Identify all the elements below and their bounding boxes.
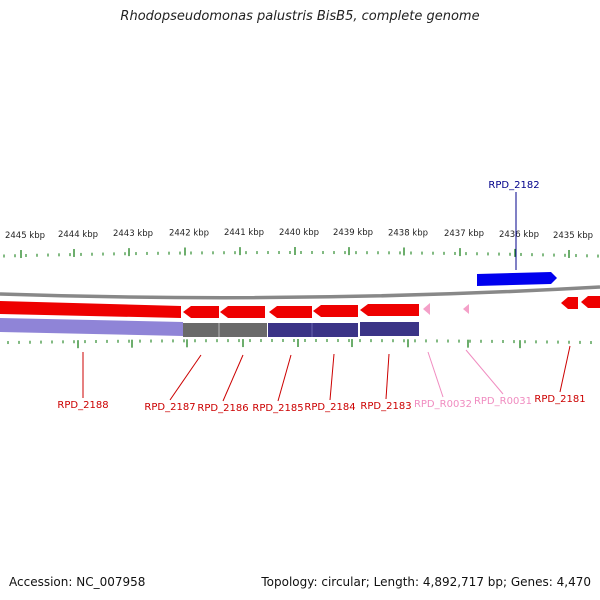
gene-leader-line <box>277 354 292 402</box>
scale-label: 2438 kbp <box>388 228 428 238</box>
gene-label: RPD_2184 <box>304 402 355 413</box>
gene-rpd-2182 <box>477 272 557 286</box>
gene-label: RPD_2187 <box>144 402 195 413</box>
cds-band <box>0 318 183 336</box>
genome-backbone <box>0 285 600 300</box>
scale-label: 2440 kbp <box>279 228 319 238</box>
cds-band <box>183 323 267 337</box>
gene-leader-line <box>427 351 444 398</box>
gene-leader-line <box>222 354 244 402</box>
scale-label: 2436 kbp <box>499 230 539 240</box>
gene-rpd-2188 <box>0 301 181 318</box>
gene-rpd-2181-next <box>581 296 600 308</box>
cds-band <box>360 322 419 336</box>
scale-label: 2445 kbp <box>5 231 45 241</box>
gene-leader-line <box>385 353 390 400</box>
gene-leader-line <box>329 353 335 401</box>
gene-label: RPD_2182 <box>488 180 539 191</box>
gene-rpd-2185 <box>269 306 312 318</box>
gene-rpd-2187 <box>183 306 219 318</box>
scale-label: 2439 kbp <box>333 228 373 238</box>
gene-label: RPD_2186 <box>197 403 248 414</box>
gene-rpd-2184 <box>313 305 358 317</box>
gene-label: RPD_R0031 <box>474 396 532 407</box>
gene-leader-line <box>465 349 504 395</box>
gene-leader-line <box>559 345 571 393</box>
gene-rpd-2181 <box>561 297 578 309</box>
scale-label: 2435 kbp <box>553 231 593 241</box>
accession-text: Accession: NC_007958 <box>9 575 146 589</box>
scale-label: 2441 kbp <box>224 228 264 238</box>
gene-leader-line <box>169 354 202 401</box>
scale-label: 2443 kbp <box>113 229 153 239</box>
gene-label: RPD_2188 <box>57 400 108 411</box>
scale-label: 2442 kbp <box>169 228 209 238</box>
gene-rpd-2183 <box>360 304 419 316</box>
gene-rpd-r0031 <box>463 304 469 314</box>
gene-label: RPD_2181 <box>534 394 585 405</box>
gene-label: RPD_R0032 <box>414 399 472 410</box>
scale-label: 2444 kbp <box>58 230 98 240</box>
map-title: Rhodopseudomonas palustris BisB5, comple… <box>120 9 480 24</box>
gene-label: RPD_2183 <box>360 401 411 412</box>
gene-rpd-2186 <box>220 306 265 318</box>
gene-label: RPD_2185 <box>252 403 303 414</box>
cds-band <box>268 323 358 337</box>
scale-label: 2437 kbp <box>444 229 484 239</box>
genome-summary-text: Topology: circular; Length: 4,892,717 bp… <box>261 575 591 589</box>
gene-rpd-r0032 <box>423 303 430 315</box>
